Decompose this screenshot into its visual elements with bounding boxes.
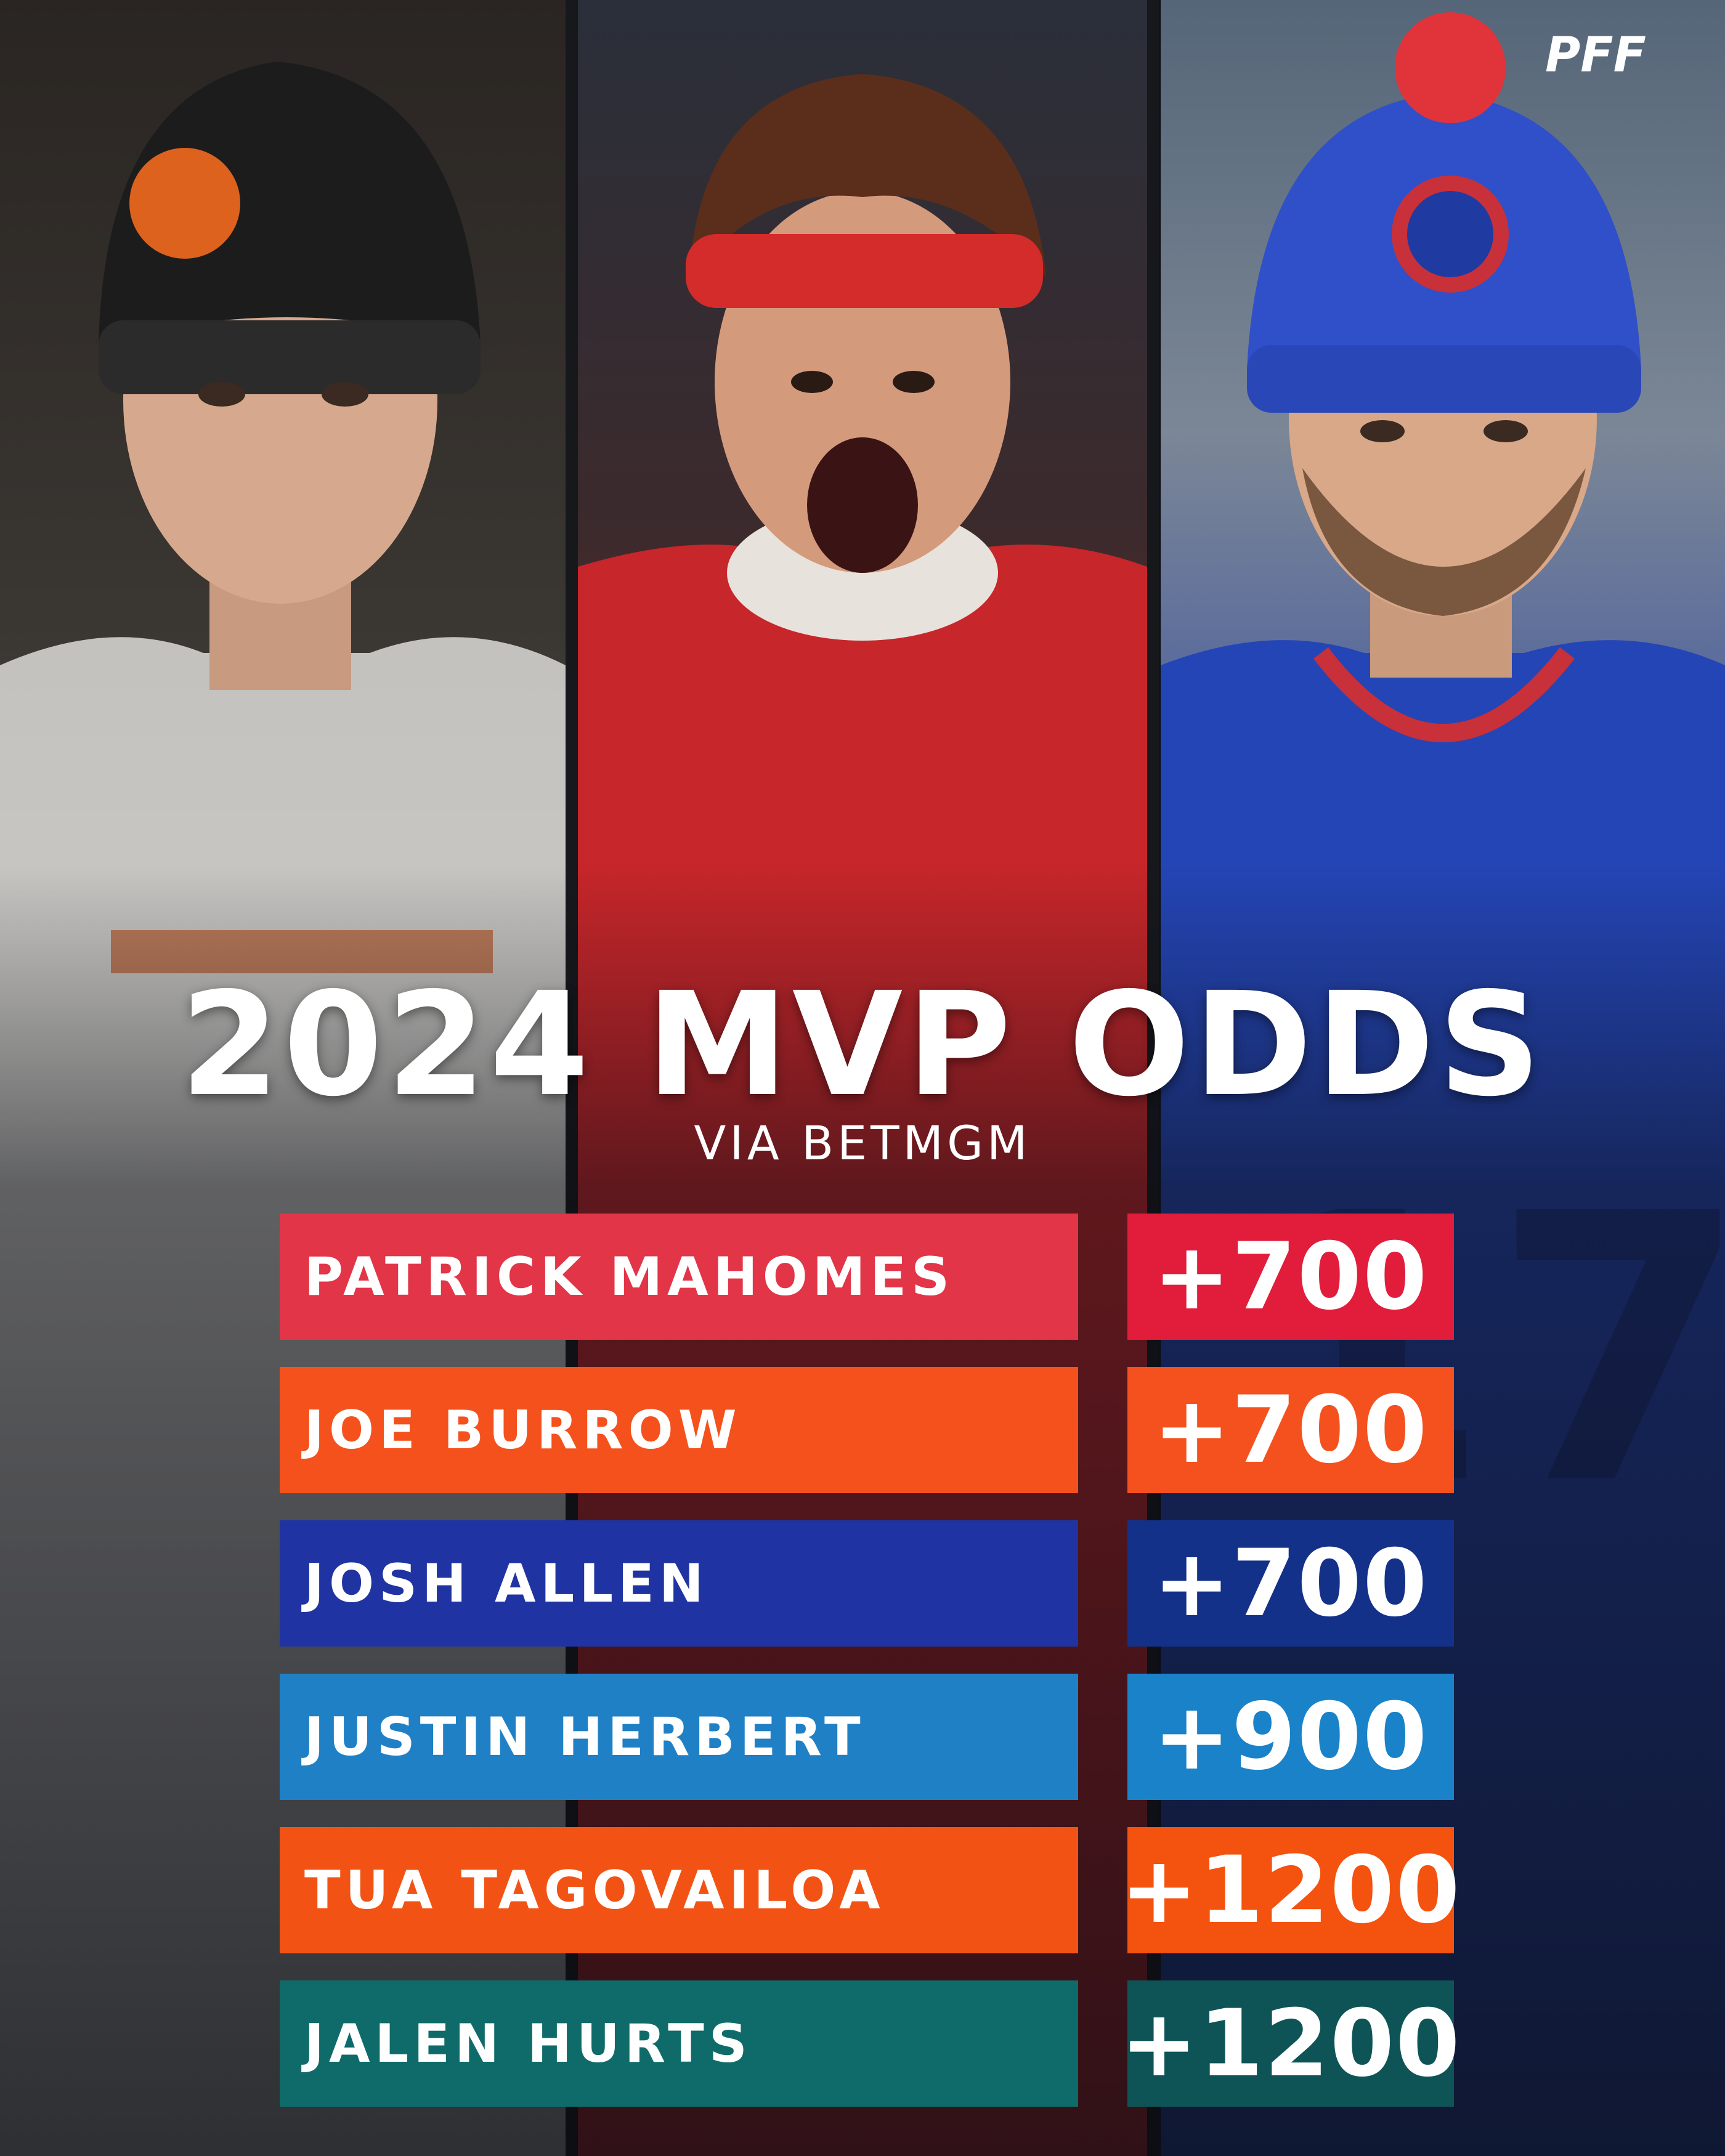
player-odds: +700 (1127, 1520, 1454, 1647)
player-odds: +900 (1127, 1674, 1454, 1800)
player-name: JOE BURROW (280, 1367, 1078, 1493)
pff-logo-mark: PFF (1545, 28, 1646, 83)
odds-row: JOE BURROW +700 (280, 1367, 1454, 1493)
pff-logo-icon: PFF (1503, 28, 1688, 83)
page-title: 2024 MVP ODDS (180, 962, 1545, 1128)
player-odds: +700 (1127, 1367, 1454, 1493)
odds-row: JOSH ALLEN +700 (280, 1520, 1454, 1647)
player-name: PATRICK MAHOMES (280, 1214, 1078, 1340)
player-name: JUSTIN HERBERT (280, 1674, 1078, 1800)
odds-list: PATRICK MAHOMES +700 JOE BURROW +700 JOS… (280, 1214, 1460, 2134)
player-odds: +1200 (1120, 1980, 1460, 2107)
odds-row: TUA TAGOVAILOA +1200 (280, 1827, 1460, 1953)
player-odds: +1200 (1120, 1827, 1460, 1953)
page-subtitle: VIA BETMGM (694, 1116, 1031, 1170)
player-name: JALEN HURTS (280, 1980, 1078, 2107)
odds-row: JALEN HURTS +1200 (280, 1980, 1460, 2107)
odds-row: JUSTIN HERBERT +900 (280, 1674, 1454, 1800)
odds-row: PATRICK MAHOMES +700 (280, 1214, 1454, 1340)
player-name: TUA TAGOVAILOA (280, 1827, 1078, 1953)
pff-logo-text: PFF (1545, 30, 1646, 79)
player-odds: +700 (1127, 1214, 1454, 1340)
player-name: JOSH ALLEN (280, 1520, 1078, 1647)
